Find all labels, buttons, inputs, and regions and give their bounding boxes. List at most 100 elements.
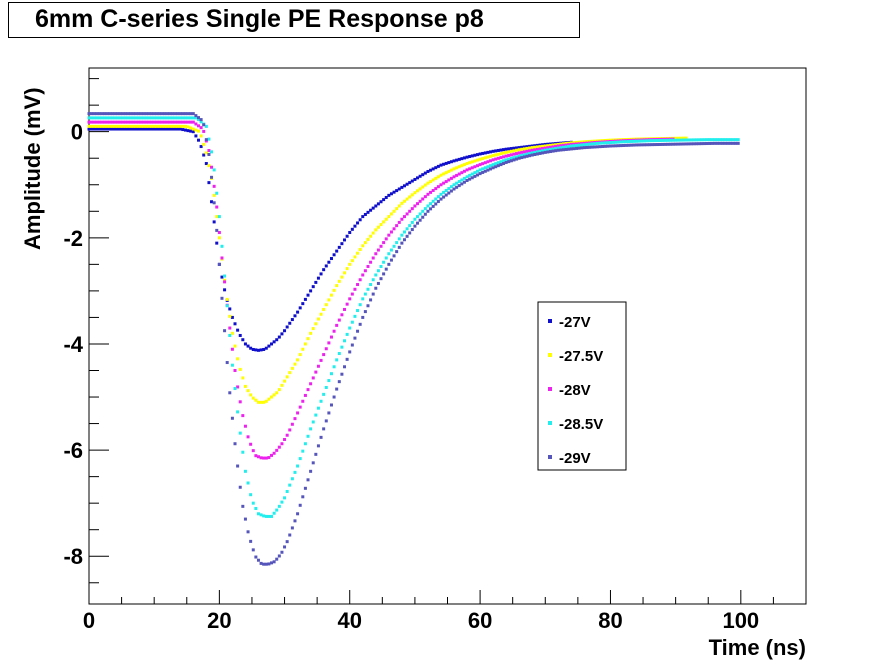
- data-point: [170, 116, 174, 120]
- data-point: [507, 153, 511, 157]
- data-point: [215, 241, 219, 245]
- data-point: [264, 514, 268, 518]
- data-point: [332, 329, 336, 333]
- data-point: [462, 163, 466, 167]
- data-point: [460, 157, 464, 161]
- data-point: [335, 284, 339, 288]
- data-point: [384, 195, 388, 199]
- data-point: [582, 146, 586, 150]
- data-point: [217, 262, 221, 266]
- data-point: [103, 116, 107, 120]
- data-point: [400, 233, 404, 237]
- data-point: [462, 180, 466, 184]
- data-point: [157, 116, 161, 120]
- data-point: [522, 147, 526, 151]
- data-point: [734, 138, 738, 142]
- data-point: [392, 190, 396, 194]
- data-point: [642, 139, 646, 143]
- data-point: [199, 134, 203, 138]
- data-point: [517, 154, 521, 158]
- data-point: [499, 163, 503, 167]
- data-point: [186, 120, 190, 124]
- data-point: [452, 175, 456, 179]
- data-point: [546, 144, 550, 148]
- data-point: [418, 199, 422, 203]
- data-point: [290, 526, 294, 530]
- data-point: [421, 173, 425, 177]
- data-point: [163, 112, 167, 116]
- data-point: [442, 190, 446, 194]
- data-point: [251, 449, 255, 453]
- data-point: [395, 241, 399, 245]
- data-point: [697, 142, 701, 146]
- data-point: [468, 177, 472, 181]
- data-point: [343, 365, 347, 369]
- data-point: [382, 260, 386, 264]
- x-tick-label: 80: [598, 608, 622, 633]
- data-point: [228, 307, 232, 311]
- data-point: [614, 144, 618, 148]
- data-point: [110, 124, 114, 128]
- data-point: [246, 530, 250, 534]
- data-point: [658, 138, 662, 142]
- data-point: [168, 124, 172, 128]
- data-point: [168, 127, 172, 131]
- data-point: [324, 347, 328, 351]
- data-point: [499, 148, 503, 152]
- data-point: [509, 156, 513, 160]
- data-point: [116, 127, 120, 131]
- data-point: [400, 185, 404, 189]
- data-point: [142, 124, 146, 128]
- data-point: [275, 338, 279, 342]
- data-point: [298, 503, 302, 507]
- data-point: [316, 444, 320, 448]
- data-point: [155, 112, 159, 116]
- data-point: [223, 288, 227, 292]
- data-point: [637, 139, 641, 143]
- data-point: [572, 144, 576, 148]
- data-point: [668, 142, 672, 146]
- data-point: [567, 143, 571, 147]
- data-point: [228, 333, 232, 337]
- data-point: [541, 147, 545, 151]
- data-point: [254, 555, 258, 559]
- data-point: [147, 112, 151, 116]
- data-point: [661, 138, 665, 142]
- data-point: [473, 153, 477, 157]
- data-point: [202, 129, 206, 133]
- data-point: [168, 112, 172, 116]
- data-point: [575, 146, 579, 150]
- data-point: [632, 143, 636, 147]
- data-point: [382, 198, 386, 202]
- data-point: [176, 127, 180, 131]
- data-point: [319, 272, 323, 276]
- data-point: [387, 262, 391, 266]
- data-point: [105, 116, 109, 120]
- data-point: [285, 433, 289, 437]
- data-point: [517, 151, 521, 155]
- data-point: [379, 264, 383, 268]
- data-point: [262, 514, 266, 518]
- data-point: [306, 293, 310, 297]
- data-point: [324, 264, 328, 268]
- data-point: [267, 344, 271, 348]
- data-point: [507, 160, 511, 164]
- data-point: [535, 143, 539, 147]
- data-point: [434, 202, 438, 206]
- data-point: [210, 200, 214, 204]
- data-point: [256, 455, 260, 459]
- data-point: [126, 124, 130, 128]
- data-point: [363, 310, 367, 314]
- data-point: [270, 561, 274, 565]
- data-point: [144, 116, 148, 120]
- data-point: [416, 189, 420, 193]
- data-point: [483, 161, 487, 165]
- data-point: [389, 248, 393, 252]
- data-point: [121, 120, 125, 124]
- data-point: [332, 288, 336, 292]
- data-point: [118, 124, 122, 128]
- data-point: [468, 161, 472, 165]
- data-point: [687, 138, 691, 142]
- data-point: [220, 256, 224, 260]
- data-point: [502, 159, 506, 163]
